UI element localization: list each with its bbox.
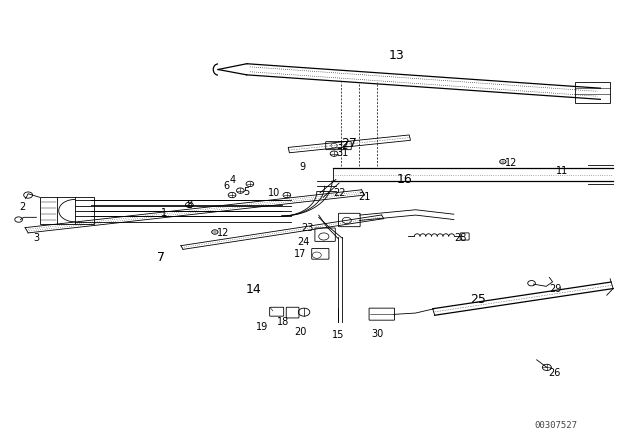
Text: 22: 22 [333,188,346,198]
Text: 4: 4 [230,175,236,185]
Text: 20: 20 [294,327,307,337]
Text: 16: 16 [396,173,412,186]
Text: 1: 1 [161,208,167,219]
Text: 00307527: 00307527 [534,421,577,430]
Text: 23: 23 [301,224,314,233]
Text: 26: 26 [548,368,561,378]
Text: 11: 11 [556,167,568,177]
Text: 24: 24 [298,237,310,247]
Bar [575,82,610,103]
Text: 27: 27 [340,137,356,150]
Text: 2: 2 [19,202,26,212]
Text: 14: 14 [245,284,261,297]
Text: 32: 32 [336,141,348,151]
Text: 6: 6 [223,181,230,191]
Text: 10: 10 [268,188,280,198]
Text: 5: 5 [244,187,250,197]
Text: 12: 12 [505,158,517,168]
Text: 18: 18 [277,317,289,327]
Text: 17: 17 [294,249,306,259]
Text: 3: 3 [33,233,40,243]
Text: 25: 25 [470,293,486,306]
Text: 30: 30 [371,329,383,339]
Text: 13: 13 [388,49,404,62]
Text: 12: 12 [217,228,229,238]
Bar [40,197,94,224]
Text: 9: 9 [300,163,306,172]
Text: 8: 8 [186,200,192,210]
Text: 7: 7 [157,251,164,264]
Text: 19: 19 [255,322,268,332]
Text: 31: 31 [336,148,348,158]
Text: 21: 21 [358,192,371,202]
Text: 29: 29 [549,284,562,293]
Text: 15: 15 [332,330,344,340]
Text: 28: 28 [454,233,466,243]
